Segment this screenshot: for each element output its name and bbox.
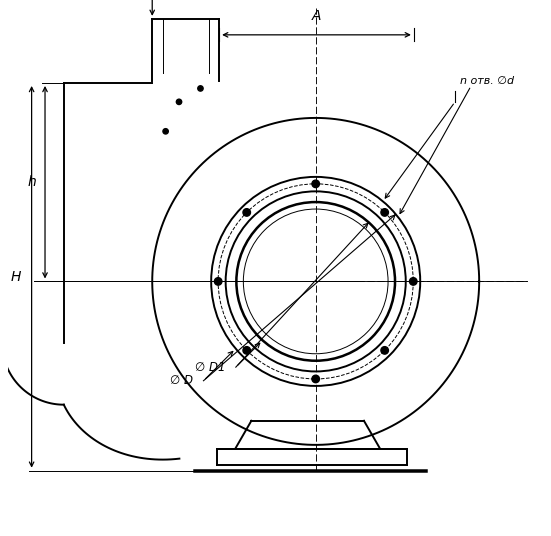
Circle shape bbox=[243, 347, 251, 354]
Circle shape bbox=[214, 278, 222, 285]
Circle shape bbox=[381, 209, 388, 216]
Text: A: A bbox=[312, 9, 321, 23]
Circle shape bbox=[198, 86, 203, 91]
Circle shape bbox=[243, 209, 251, 216]
Circle shape bbox=[312, 375, 320, 383]
Text: H: H bbox=[10, 270, 21, 284]
Text: n отв. ∅d: n отв. ∅d bbox=[461, 76, 515, 86]
Circle shape bbox=[312, 180, 320, 188]
Circle shape bbox=[176, 99, 182, 105]
Circle shape bbox=[163, 129, 168, 134]
Text: ∅ D1: ∅ D1 bbox=[195, 361, 225, 374]
Circle shape bbox=[409, 278, 417, 285]
Text: h: h bbox=[27, 175, 36, 189]
Circle shape bbox=[381, 347, 388, 354]
Text: ∅ D: ∅ D bbox=[170, 374, 193, 387]
